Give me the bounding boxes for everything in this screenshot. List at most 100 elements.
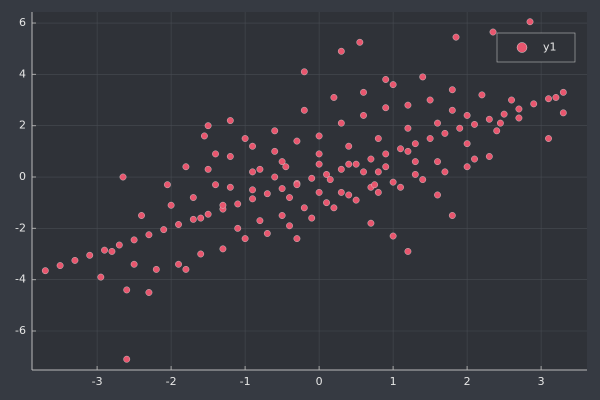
x-tick-label: -2 [166, 375, 177, 388]
point [434, 119, 441, 127]
point [234, 200, 242, 208]
point [145, 289, 153, 296]
legend-label: y1 [543, 41, 557, 54]
point [138, 212, 145, 219]
point [97, 273, 105, 281]
point [308, 174, 316, 182]
point [271, 147, 279, 155]
point [426, 96, 434, 104]
point [478, 91, 486, 99]
point [411, 171, 419, 178]
point [374, 189, 382, 196]
point [182, 266, 190, 273]
point [367, 219, 375, 227]
point [286, 194, 293, 201]
point [326, 176, 334, 183]
point [471, 121, 478, 128]
point [315, 189, 323, 196]
point [204, 165, 212, 173]
point [71, 257, 79, 264]
legend-marker [516, 42, 528, 53]
point [226, 183, 234, 191]
point [219, 245, 227, 253]
point [278, 158, 286, 166]
point [448, 86, 456, 94]
point [249, 168, 256, 176]
point [382, 76, 390, 83]
point [337, 119, 345, 127]
point [526, 18, 534, 26]
point [160, 226, 168, 234]
point [337, 189, 345, 196]
point [164, 181, 171, 189]
point [315, 132, 323, 140]
point [249, 186, 256, 194]
point [352, 196, 360, 204]
point [201, 132, 208, 140]
point [271, 127, 279, 135]
point [226, 117, 234, 124]
point [256, 165, 264, 173]
point [175, 260, 182, 268]
point [86, 251, 94, 259]
point [323, 171, 330, 178]
point [123, 355, 131, 363]
point [452, 33, 460, 41]
point [497, 119, 504, 127]
point [374, 135, 382, 142]
point [434, 158, 441, 166]
point [263, 190, 271, 198]
point [441, 129, 449, 137]
point [249, 142, 256, 150]
point [345, 160, 353, 168]
point [234, 224, 242, 232]
point [382, 150, 390, 158]
point [189, 194, 197, 201]
point [397, 145, 404, 153]
point [360, 112, 367, 119]
point [130, 260, 138, 268]
point [293, 181, 301, 189]
point [545, 95, 552, 103]
point [278, 212, 286, 219]
point [197, 214, 205, 222]
point [167, 201, 175, 209]
legend-box [496, 32, 576, 63]
point [152, 266, 160, 273]
point [300, 106, 308, 114]
point [456, 124, 464, 132]
point [300, 68, 308, 76]
x-tick-label: 1 [390, 375, 397, 388]
point [508, 96, 515, 104]
point [493, 127, 501, 135]
point [352, 160, 360, 168]
point [360, 168, 367, 176]
point [41, 267, 49, 275]
point [559, 88, 567, 96]
point [382, 104, 390, 112]
point [419, 73, 427, 81]
point [411, 140, 419, 148]
point [471, 155, 478, 163]
point [130, 236, 138, 244]
y-tick-label: -6 [15, 324, 26, 337]
point [382, 163, 390, 171]
point [212, 181, 219, 189]
plot-area [32, 12, 587, 370]
point [485, 153, 493, 160]
point [56, 262, 64, 269]
point [404, 101, 412, 109]
point [249, 195, 256, 203]
point [282, 163, 290, 171]
y-tick-label: 2 [19, 119, 26, 132]
point [356, 38, 364, 46]
point [204, 122, 212, 130]
point [426, 135, 434, 142]
y-tick-label: -4 [15, 273, 26, 286]
point [197, 250, 205, 258]
point [463, 163, 471, 171]
x-tick-label: 2 [464, 375, 471, 388]
point [286, 222, 293, 230]
point [530, 100, 538, 108]
point [485, 115, 493, 123]
